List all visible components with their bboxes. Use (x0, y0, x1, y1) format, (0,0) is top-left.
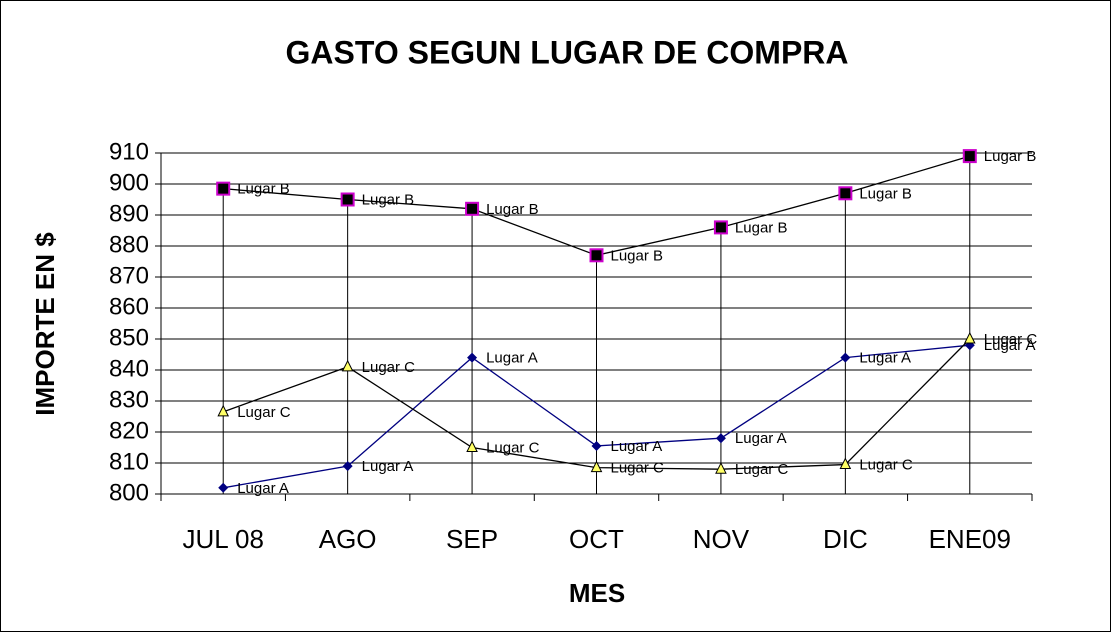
data-label: Lugar C (611, 460, 665, 477)
marker (840, 352, 851, 363)
y-axis-title: IMPORTE EN $ (30, 232, 60, 416)
y-tick-label: 840 (109, 355, 149, 382)
x-tick-label: DIC (823, 524, 868, 554)
data-label: Lugar A (859, 350, 911, 367)
data-label: Lugar C (486, 439, 540, 456)
marker (467, 352, 478, 363)
x-tick-label: NOV (693, 524, 750, 554)
marker (715, 433, 726, 444)
marker (715, 462, 727, 474)
data-label: Lugar C (237, 404, 291, 421)
x-tick-label: OCT (569, 524, 624, 554)
y-tick-label: 870 (109, 262, 149, 289)
data-label: Lugar B (611, 247, 664, 264)
data-label: Lugar B (984, 148, 1037, 165)
y-tick-label: 830 (109, 386, 149, 413)
marker (218, 482, 229, 493)
data-label: Lugar A (237, 480, 289, 497)
marker (713, 220, 728, 235)
marker (962, 149, 977, 164)
marker (590, 460, 603, 473)
x-tick-label: JUL 08 (183, 524, 264, 554)
y-tick-label: 880 (109, 231, 149, 258)
y-tick-label: 800 (109, 479, 149, 506)
marker (589, 248, 604, 263)
data-label: Lugar B (486, 201, 539, 218)
data-label: Lugar C (735, 461, 789, 478)
y-tick-label: 820 (109, 417, 149, 444)
x-tick-label: ENE09 (929, 524, 1011, 554)
data-label: Lugar C (984, 331, 1038, 348)
data-label: Lugar A (486, 350, 538, 367)
data-label: Lugar B (362, 191, 415, 208)
y-tick-label: 890 (109, 200, 149, 227)
data-label: Lugar B (859, 185, 912, 202)
marker (466, 440, 478, 452)
x-tick-label: AGO (319, 524, 377, 554)
data-label: Lugar B (735, 219, 788, 236)
marker (217, 404, 230, 417)
data-label: Lugar C (859, 457, 913, 474)
marker (963, 331, 976, 344)
marker (340, 192, 355, 207)
y-tick-label: 910 (109, 138, 149, 165)
data-label: Lugar C (362, 359, 416, 376)
y-tick-label: 900 (109, 169, 149, 196)
marker (216, 181, 231, 196)
marker (591, 440, 602, 451)
marker (839, 457, 852, 470)
marker (465, 201, 480, 216)
y-tick-label: 810 (109, 448, 149, 475)
y-tick-label: 860 (109, 293, 149, 320)
data-label: Lugar B (237, 181, 290, 198)
marker (341, 359, 354, 372)
data-label: Lugar A (984, 337, 1036, 354)
marker (342, 461, 353, 472)
data-label: Lugar A (362, 458, 414, 475)
data-label: Lugar A (735, 430, 787, 447)
marker (838, 186, 853, 201)
x-tick-label: SEP (446, 524, 498, 554)
x-axis-title: MES (569, 578, 625, 608)
chart-title: GASTO SEGUN LUGAR DE COMPRA (286, 34, 849, 70)
y-tick-label: 850 (109, 324, 149, 351)
data-label: Lugar A (611, 438, 663, 455)
